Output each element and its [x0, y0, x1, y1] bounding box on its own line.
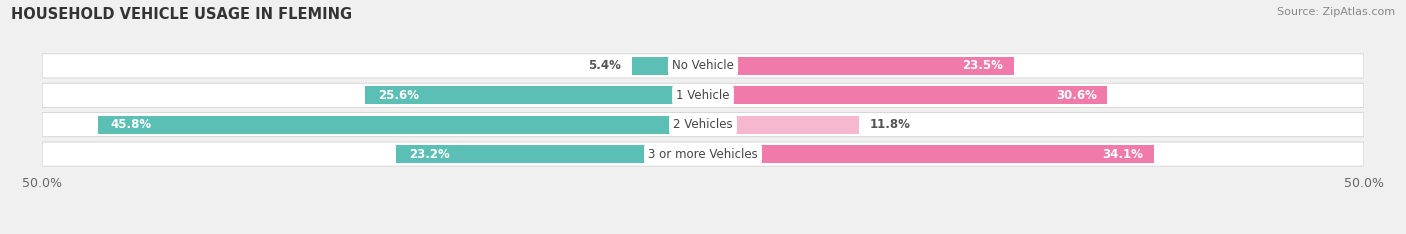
Bar — [396, 145, 703, 163]
Text: HOUSEHOLD VEHICLE USAGE IN FLEMING: HOUSEHOLD VEHICLE USAGE IN FLEMING — [11, 7, 353, 22]
Text: 34.1%: 34.1% — [1102, 148, 1143, 161]
Text: 23.2%: 23.2% — [409, 148, 450, 161]
FancyBboxPatch shape — [42, 83, 1364, 107]
Bar — [364, 86, 703, 104]
Text: No Vehicle: No Vehicle — [672, 59, 734, 72]
Text: 23.5%: 23.5% — [962, 59, 1002, 72]
Bar — [703, 57, 1014, 75]
Bar — [703, 145, 1154, 163]
Bar — [703, 116, 859, 134]
Text: 30.6%: 30.6% — [1056, 89, 1097, 102]
Text: 3 or more Vehicles: 3 or more Vehicles — [648, 148, 758, 161]
Bar — [97, 116, 703, 134]
Text: 45.8%: 45.8% — [111, 118, 152, 131]
FancyBboxPatch shape — [42, 54, 1364, 78]
Text: 11.8%: 11.8% — [869, 118, 911, 131]
Text: 5.4%: 5.4% — [588, 59, 621, 72]
FancyBboxPatch shape — [42, 142, 1364, 166]
Bar — [703, 86, 1108, 104]
Text: Source: ZipAtlas.com: Source: ZipAtlas.com — [1277, 7, 1395, 17]
FancyBboxPatch shape — [42, 113, 1364, 137]
Text: 2 Vehicles: 2 Vehicles — [673, 118, 733, 131]
Text: 1 Vehicle: 1 Vehicle — [676, 89, 730, 102]
Text: 25.6%: 25.6% — [378, 89, 419, 102]
Bar — [631, 57, 703, 75]
